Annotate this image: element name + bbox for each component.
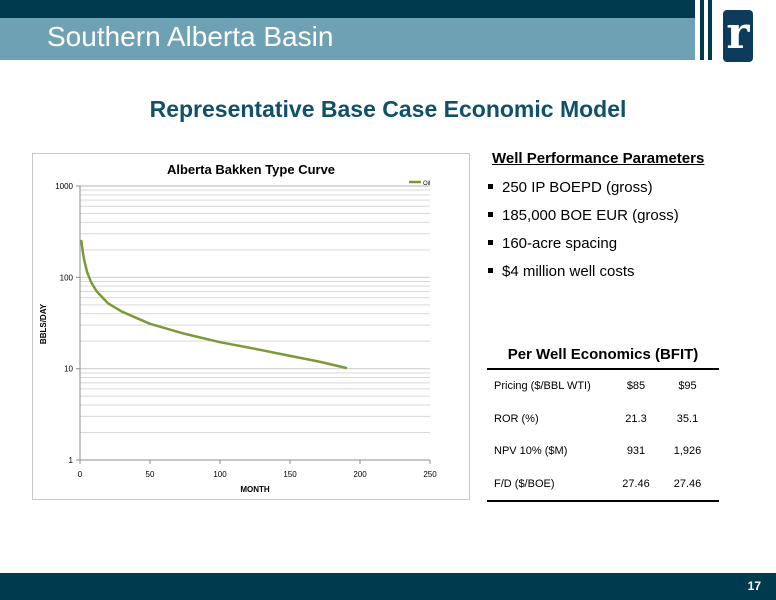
bullet-square-icon xyxy=(488,183,493,189)
x-tick-label: 50 xyxy=(146,470,155,479)
table-row: NPV 10% ($M) 931 1,926 xyxy=(487,435,719,468)
page-number: 17 xyxy=(747,579,761,593)
chart-svg: Alberta Bakken Type Curve 0 50 100 150 200 25… xyxy=(39,162,437,494)
parameters-list: 250 IP BOEPD (gross) 185,000 BOE EUR (gr… xyxy=(488,178,679,290)
parameter-item: $4 million well costs xyxy=(488,262,679,290)
row-label: ROR (%) xyxy=(494,412,539,425)
y-tick-label: 10 xyxy=(64,365,73,374)
cell-value: $95 xyxy=(678,380,697,393)
bullet-square-icon xyxy=(488,239,493,245)
cell-value: 27.46 xyxy=(673,477,702,490)
slide-subtitle: Representative Base Case Economic Model xyxy=(149,96,627,122)
parameters-heading: Well Performance Parameters xyxy=(492,150,705,167)
row-label: F/D ($/BOE) xyxy=(494,477,555,490)
logo-letter: r xyxy=(726,8,750,59)
table-row: ROR (%) 21.3 35.1 xyxy=(487,403,719,436)
row-label: NPV 10% ($M) xyxy=(494,445,568,458)
type-curve-chart: Alberta Bakken Type Curve 0 50 100 150 200 25… xyxy=(32,153,470,500)
chart-grid xyxy=(80,185,430,461)
cell-value: 35.1 xyxy=(676,412,699,425)
top-header-strip xyxy=(0,0,776,18)
y-tick-label: 1000 xyxy=(55,182,73,191)
bullet-square-icon xyxy=(488,267,493,273)
x-axis-label: MONTH xyxy=(240,485,270,494)
logo-stripe xyxy=(708,0,712,60)
footer-bar: 17 xyxy=(0,573,776,600)
x-tick-label: 200 xyxy=(353,470,367,479)
row-label: Pricing ($/BBL WTI) xyxy=(494,380,591,393)
series-line-oil xyxy=(80,239,348,370)
chart-series xyxy=(80,239,348,370)
cell-value: 1,926 xyxy=(673,445,702,458)
parameter-text: 250 IP BOEPD (gross) xyxy=(502,179,653,196)
economics-heading: Per Well Economics (BFIT) xyxy=(507,346,699,363)
legend-label: Oil xyxy=(423,181,430,187)
cell-value: $85 xyxy=(626,380,646,393)
x-tick-label: 250 xyxy=(423,470,437,479)
chart-title: Alberta Bakken Type Curve xyxy=(167,162,335,177)
y-axis-label: BBLS/DAY xyxy=(39,303,48,344)
slide-title: Southern Alberta Basin xyxy=(47,21,334,52)
company-logo: r xyxy=(723,8,753,62)
title-bar: Southern Alberta Basin xyxy=(0,18,695,60)
table-row: F/D ($/BOE) 27.46 27.46 xyxy=(487,468,719,501)
parameter-item: 160-acre spacing xyxy=(488,234,679,262)
parameter-item: 185,000 BOE EUR (gross) xyxy=(488,206,679,234)
parameter-item: 250 IP BOEPD (gross) xyxy=(488,178,679,206)
cell-value: 931 xyxy=(626,445,646,458)
y-tick-label: 1 xyxy=(69,456,74,465)
table-row: Pricing ($/BBL WTI) $85 $95 xyxy=(487,370,719,403)
chart-legend: Oil xyxy=(409,180,430,187)
logo-stripe xyxy=(700,0,704,60)
chart-ticks: 0 50 100 150 200 250 1 10 100 1000 xyxy=(55,182,437,479)
parameter-text: 160-acre spacing xyxy=(502,235,618,252)
cell-value: 21.3 xyxy=(625,412,647,425)
x-tick-label: 150 xyxy=(283,470,297,479)
parameter-text: 185,000 BOE EUR (gross) xyxy=(502,207,679,224)
x-tick-label: 100 xyxy=(213,470,227,479)
y-tick-label: 100 xyxy=(60,273,74,282)
cell-value: 27.46 xyxy=(622,477,650,490)
parameter-text: $4 million well costs xyxy=(502,263,635,280)
bullet-square-icon xyxy=(488,211,493,217)
chart-axes xyxy=(79,186,430,461)
x-tick-label: 0 xyxy=(78,470,83,479)
economics-table: Pricing ($/BBL WTI) $85 $95 ROR (%) 21.3… xyxy=(487,368,719,502)
